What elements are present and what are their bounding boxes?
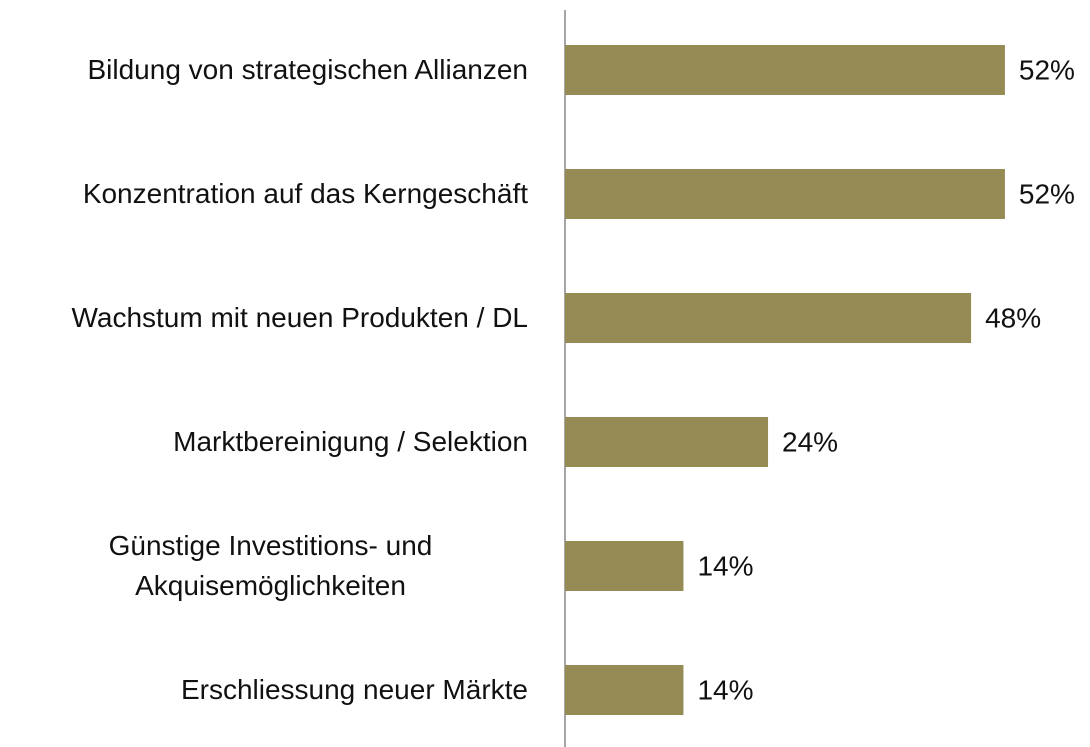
bar: [565, 293, 972, 343]
bar: [565, 417, 769, 467]
value-label: 24%: [782, 426, 838, 457]
category-label-box: Günstige Investitions- und Akquisemöglic…: [13, 511, 528, 621]
category-label: Bildung von strategischen Allianzen: [87, 54, 528, 85]
value-label: 52%: [1019, 178, 1075, 209]
category-label: Konzentration auf das Kerngeschäft: [82, 178, 528, 209]
bar: [565, 665, 684, 715]
bar: [565, 45, 1005, 95]
bar: [565, 541, 684, 591]
category-label-box: Erschliessung neuer Märkte: [181, 635, 528, 745]
category-label-box: Konzentration auf das Kerngeschäft: [83, 139, 528, 249]
category-label-box: Marktbereinigung / Selektion: [173, 387, 528, 497]
value-label: 48%: [985, 302, 1041, 333]
category-label-box: Bildung von strategischen Allianzen: [87, 15, 528, 125]
category-label-box: Wachstum mit neuen Produkten / DL: [71, 263, 528, 373]
category-label: Erschliessung neuer Märkte: [180, 674, 528, 705]
value-label: 14%: [697, 674, 753, 705]
category-label: Günstige Investitions- und Akquisemöglic…: [108, 530, 433, 601]
category-label: Wachstum mit neuen Produkten / DL: [71, 302, 528, 333]
category-label: Marktbereinigung / Selektion: [173, 426, 528, 457]
value-label: 14%: [697, 550, 753, 581]
value-label: 52%: [1019, 54, 1075, 85]
bar: [565, 169, 1005, 219]
